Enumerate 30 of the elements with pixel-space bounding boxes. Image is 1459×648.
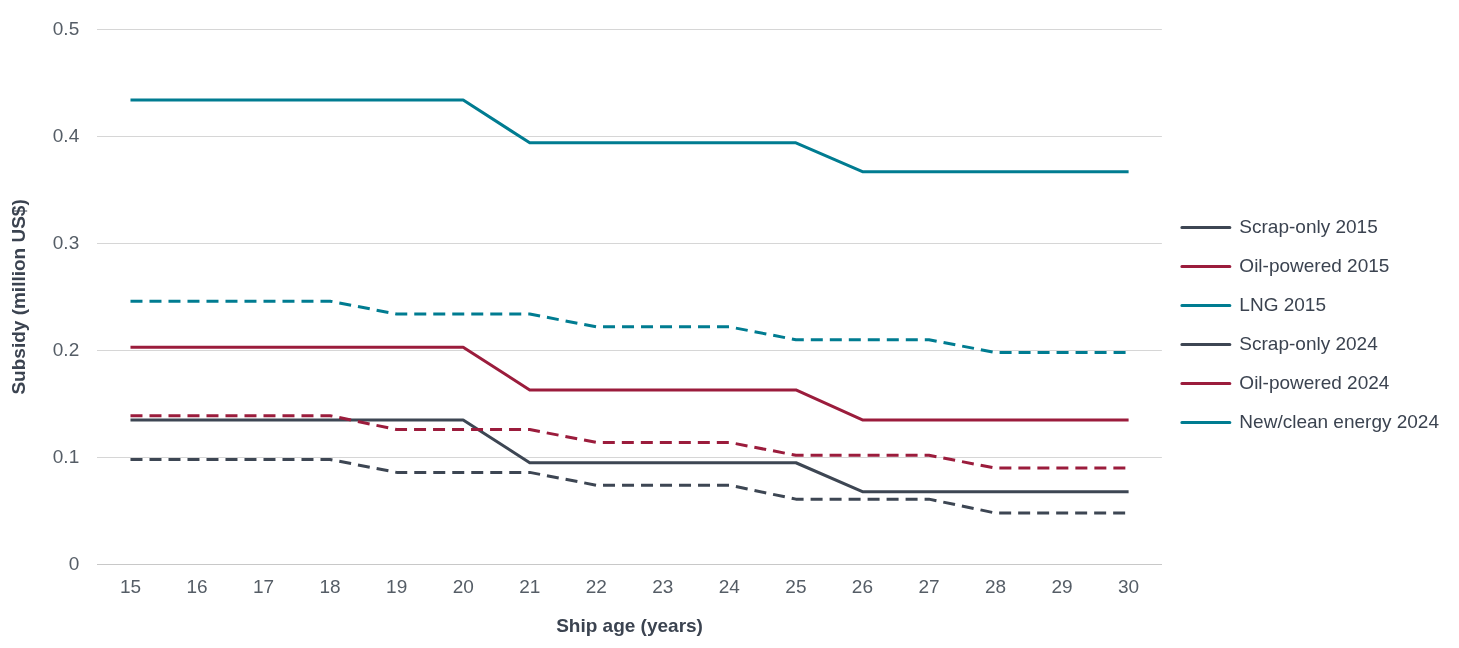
x-tick-label: 28: [984, 576, 1007, 598]
x-tick-label: 25: [785, 576, 807, 598]
y-tick-label: 0.2: [52, 338, 80, 360]
x-tick-label: 15: [119, 576, 142, 598]
y-tick-label: 0.1: [52, 445, 80, 467]
y-tick-label: 0.5: [52, 17, 80, 39]
x-tick-label: 30: [1118, 576, 1140, 598]
x-tick-label: 27: [918, 576, 940, 598]
x-tick-label: 20: [452, 576, 474, 598]
x-tick-label: 23: [652, 576, 674, 598]
x-tick-label: 26: [851, 576, 874, 598]
x-tick-label: 18: [319, 576, 341, 598]
x-tick-label: 21: [519, 576, 541, 598]
x-tick-label: 17: [253, 576, 275, 598]
x-tick-label: 22: [585, 576, 607, 598]
y-tick-label: 0: [68, 552, 80, 574]
x-axis-title: Ship age (years): [556, 614, 703, 636]
x-tick-label: 29: [1051, 576, 1073, 598]
x-tick-label: 24: [718, 576, 741, 598]
x-tick-label: 19: [386, 576, 408, 598]
legend-label: Oil-powered 2024: [1239, 371, 1390, 393]
legend-label: LNG 2015: [1239, 293, 1326, 315]
x-tick-label: 16: [186, 576, 208, 598]
legend-label: Scrap-only 2015: [1239, 215, 1378, 237]
y-tick-label: 0.4: [52, 124, 80, 146]
y-tick-label: 0.3: [52, 231, 80, 253]
y-axis-title: Subsidy (million US$): [7, 199, 29, 395]
legend-label: New/clean energy 2024: [1239, 410, 1440, 432]
legend-label: Scrap-only 2024: [1239, 332, 1379, 354]
legend-label: Oil-powered 2015: [1239, 254, 1390, 276]
